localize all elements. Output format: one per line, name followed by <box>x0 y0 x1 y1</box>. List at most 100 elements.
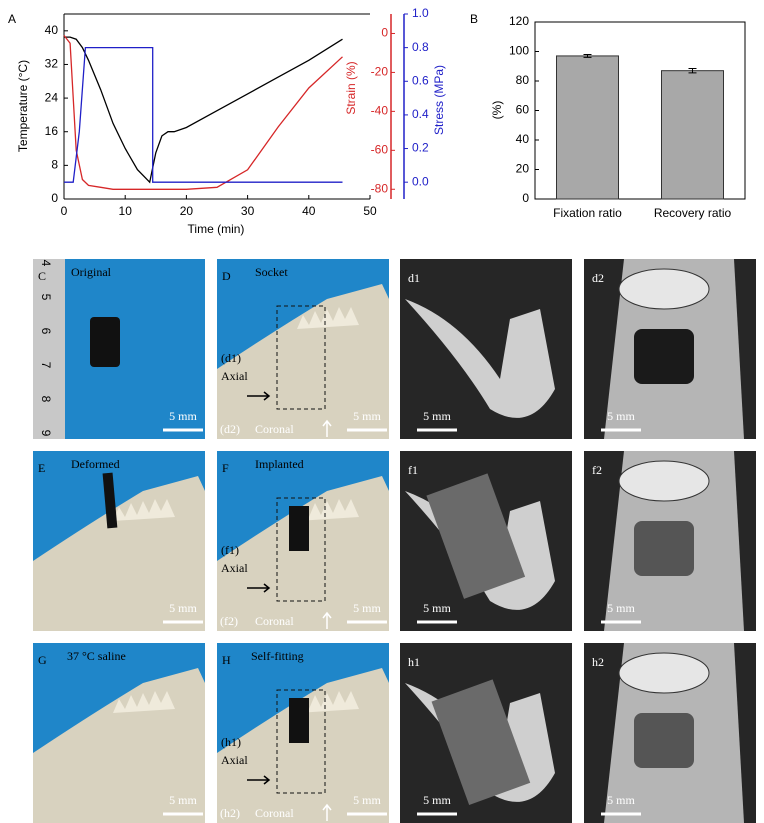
y-tick-label: 20 <box>516 162 530 176</box>
teeth <box>297 307 359 329</box>
coronal-label: (h2) <box>220 806 240 820</box>
scale-label: 5 mm <box>423 793 451 807</box>
panel-caption: Deformed <box>71 457 120 471</box>
ruler-label: 4 <box>39 260 53 267</box>
scale-label: 5 mm <box>607 409 635 423</box>
teeth <box>113 499 175 521</box>
y3-axis-label: Stress (MPa) <box>432 65 446 135</box>
panel-label: C <box>38 269 46 283</box>
y3-tick-label: 1.0 <box>412 6 429 20</box>
panel-label: E <box>38 461 45 475</box>
y-tick-label: 8 <box>51 158 58 172</box>
y2-tick-label: 0 <box>381 26 388 40</box>
axial-label: (h1) <box>221 735 241 749</box>
image-panel: E Deformed 5 mm <box>33 451 205 631</box>
panel-label: B <box>470 12 478 26</box>
y3-tick-label: 0.6 <box>412 73 429 87</box>
region-box <box>276 689 326 794</box>
scaffold <box>90 317 120 367</box>
image-panel: h2 5 mm <box>584 643 756 823</box>
ct-tooth <box>618 268 710 310</box>
x-tick-label: 40 <box>302 204 316 218</box>
ruler-label: 6 <box>39 328 53 335</box>
panel-caption: Implanted <box>255 457 304 471</box>
coronal-text: Coronal <box>255 806 294 820</box>
scale-label: 5 mm <box>607 601 635 615</box>
teeth <box>297 691 359 713</box>
ruler-label: 8 <box>39 396 53 403</box>
y2-tick-label: -20 <box>371 65 389 79</box>
x-tick-label: 50 <box>363 204 377 218</box>
ct-bone <box>405 299 555 418</box>
image-panel: f1 5 mm <box>400 451 572 631</box>
arrow <box>247 391 271 401</box>
ct-scaffold <box>431 679 531 806</box>
ruler-label: 9 <box>39 430 53 437</box>
scale-label: 5 mm <box>607 793 635 807</box>
y-tick-label: 24 <box>45 90 59 104</box>
ct-tooth <box>618 460 710 502</box>
y-tick-label: 80 <box>516 73 530 87</box>
ct-scaffold <box>426 473 526 599</box>
panel-label: f2 <box>592 463 602 477</box>
panel-caption: Original <box>71 265 112 279</box>
y-axis-label: (%) <box>490 101 504 120</box>
ct-socket <box>634 713 694 768</box>
ruler <box>33 259 65 439</box>
y3-tick-label: 0.4 <box>412 107 429 121</box>
panel-label: h1 <box>408 655 420 669</box>
scaffold <box>289 698 309 743</box>
coronal-text: Coronal <box>255 422 294 436</box>
image-panel: d2 5 mm <box>584 259 756 439</box>
panel-label: A <box>8 12 16 26</box>
axial-label: (f1) <box>221 543 239 557</box>
arrow <box>322 803 332 821</box>
coronal-label: (d2) <box>220 422 240 436</box>
panel-caption: 37 °C saline <box>67 649 126 663</box>
scale-label: 5 mm <box>169 601 197 615</box>
y-tick-label: 100 <box>509 44 529 58</box>
data-line <box>63 34 343 190</box>
panel-label: d1 <box>408 271 420 285</box>
region-box <box>276 305 326 410</box>
image-panel: D Socket (d1) Axial (d2) Coronal 5 mm <box>217 259 389 439</box>
y2-tick-label: -80 <box>371 181 389 195</box>
panel-label: h2 <box>592 655 604 669</box>
y-tick-label: 120 <box>509 14 529 28</box>
panel-label: d2 <box>592 271 604 285</box>
y-tick-label: 40 <box>45 23 59 37</box>
scale-label: 5 mm <box>169 793 197 807</box>
teeth <box>297 499 359 521</box>
image-panel: 4 5 6 7 8 9 C Original 5 mm <box>33 259 205 439</box>
ruler-label: 7 <box>39 362 53 369</box>
x-axis-label: Time (min) <box>188 222 245 236</box>
x-tick-label: 0 <box>61 204 68 218</box>
x-tick-label: 10 <box>119 204 133 218</box>
bar <box>556 55 619 200</box>
arrow <box>322 419 332 437</box>
arrow <box>322 611 332 629</box>
bar <box>661 70 724 200</box>
error-bar <box>583 53 592 58</box>
image-panel: H Self-fitting (h1) Axial (h2) Coronal 5 mm <box>217 643 389 823</box>
ruler-label: 5 <box>39 294 53 301</box>
x-tick-label: Recovery ratio <box>654 206 732 220</box>
y-tick-label: 0 <box>522 191 529 205</box>
image-panel: f2 5 mm <box>584 451 756 631</box>
y-axis-label: Temperature (°C) <box>16 60 30 152</box>
x-tick-label: 30 <box>241 204 255 218</box>
scale-label: 5 mm <box>169 409 197 423</box>
scale-label: 5 mm <box>353 601 381 615</box>
x-tick-label: 20 <box>180 204 194 218</box>
region-box <box>276 497 326 602</box>
y-tick-label: 32 <box>45 57 59 71</box>
y-tick-label: 0 <box>51 191 58 205</box>
arrow <box>247 583 271 593</box>
y2-tick-label: -40 <box>371 104 389 118</box>
panel-label: f1 <box>408 463 418 477</box>
y3-tick-label: 0.0 <box>412 174 429 188</box>
panel-label: D <box>222 269 231 283</box>
scale-label: 5 mm <box>423 409 451 423</box>
panel-label: G <box>38 653 47 667</box>
